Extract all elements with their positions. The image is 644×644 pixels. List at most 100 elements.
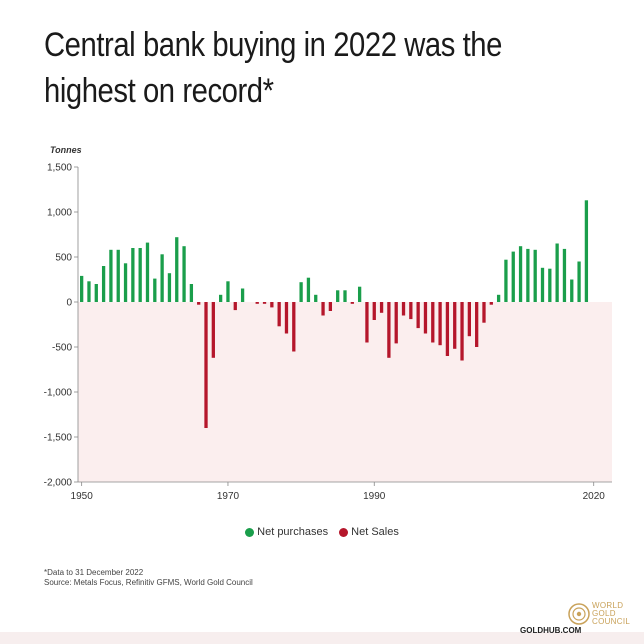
wgc-word-3: COUNCIL [592, 617, 631, 626]
bar [153, 278, 157, 302]
bar [336, 290, 340, 302]
legend-label-sales: Net Sales [351, 526, 399, 538]
bar [175, 237, 179, 302]
bar [87, 281, 91, 302]
bar [431, 302, 435, 343]
bar [482, 302, 486, 323]
y-tick-label: -500 [52, 343, 72, 354]
bar [94, 284, 98, 302]
bar [577, 261, 581, 302]
wgc-word-1: WORLD [592, 601, 624, 610]
bar [475, 302, 479, 347]
bar [555, 243, 559, 302]
x-tick-label: 1970 [217, 491, 240, 502]
bar [343, 290, 347, 302]
legend-label-purchases: Net purchases [257, 526, 329, 538]
bar [409, 302, 413, 320]
legend-dot-sales [339, 527, 349, 537]
bar [423, 302, 428, 334]
footnote: *Data to 31 December 2022 Source: Metals… [44, 568, 253, 588]
bar [299, 282, 303, 302]
wgc-wordmark: WORLD GOLD COUNCIL [592, 602, 630, 626]
y-tick-label: -1,000 [44, 388, 73, 399]
bar [277, 302, 281, 327]
bar [262, 302, 267, 304]
world-gold-council-logo: WORLD GOLD COUNCIL [568, 600, 630, 628]
bar [533, 249, 537, 302]
bar [197, 302, 201, 305]
legend-dot-purchases [245, 527, 255, 537]
bar [218, 294, 223, 302]
bar [372, 302, 376, 320]
bar [160, 254, 164, 302]
bar [233, 302, 237, 311]
bar [387, 302, 391, 358]
y-axis-label: Tonnes [50, 145, 82, 155]
bar [460, 302, 464, 361]
bar [182, 246, 186, 302]
bar [284, 302, 289, 334]
chart-title: Central bank buying in 2022 was the high… [44, 26, 502, 110]
bar [518, 246, 523, 302]
bar [321, 302, 325, 316]
bar [496, 294, 501, 302]
bar [189, 284, 194, 302]
bar [255, 302, 259, 304]
bar-chart: 1,500 1,000 500 0 -500 -1,000 -1,500 -2,000 Tonn… [44, 145, 612, 502]
bar [211, 302, 215, 358]
y-tick-label: 1,000 [47, 208, 72, 219]
bar [365, 302, 369, 343]
y-tick-label: 500 [55, 253, 72, 264]
bar [138, 248, 142, 302]
y-tick-label: -1,500 [44, 433, 73, 444]
bar [394, 302, 398, 344]
bar [328, 302, 333, 311]
y-tick-label: 0 [66, 298, 72, 309]
y-tick-label: 1,500 [47, 163, 72, 174]
bar [123, 263, 128, 302]
bar [116, 249, 120, 302]
negative-region-shade [78, 302, 612, 482]
bar [548, 268, 552, 302]
footer-band [0, 632, 644, 644]
bar [131, 248, 135, 302]
footnote-source: Source: Metals Focus, Refinitiv GFMS, Wo… [44, 578, 253, 587]
bar [504, 259, 508, 302]
bar [204, 302, 208, 428]
x-tick-label: 1990 [363, 491, 386, 502]
bar [292, 302, 296, 352]
bar [489, 302, 493, 305]
bar [226, 281, 230, 302]
bar [145, 242, 150, 302]
bar [240, 288, 245, 302]
y-tick-label: -2,000 [44, 478, 73, 489]
bar [167, 273, 172, 302]
legend-item-sales: Net Sales [339, 526, 399, 538]
bar [401, 302, 406, 316]
bar [416, 302, 420, 329]
bar [314, 294, 318, 302]
bar [438, 302, 442, 346]
x-tick-label: 2020 [583, 491, 606, 502]
bar [270, 302, 274, 308]
bar [306, 277, 311, 302]
wgc-word-2: GOLD [592, 609, 616, 618]
legend-item-purchases: Net purchases [245, 526, 328, 538]
bar [357, 286, 362, 302]
legend: Net purchases Net Sales [0, 526, 644, 540]
bar [570, 279, 574, 302]
bar [511, 251, 515, 302]
bar [101, 266, 106, 302]
bar [526, 248, 530, 302]
bar [80, 275, 84, 302]
footnote-date: *Data to 31 December 2022 [44, 568, 144, 577]
x-tick-label: 1950 [71, 491, 94, 502]
bar [109, 249, 113, 302]
bar [562, 248, 567, 302]
bar [584, 200, 589, 302]
goldhub-link[interactable]: GOLDHUB.COM [520, 626, 582, 635]
bar [467, 302, 472, 337]
bar [379, 302, 384, 313]
bar [540, 267, 545, 302]
bar [350, 302, 354, 304]
